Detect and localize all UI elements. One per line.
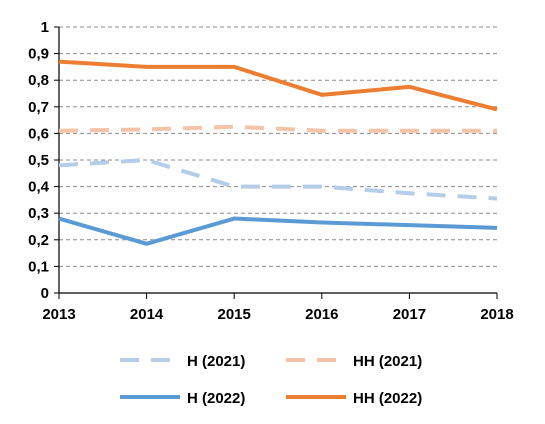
y-tick-labels: 0 0,1 0,2 0,3 0,4 0,5 0,6 0,7 0,8 0,9 1 [28, 19, 50, 302]
y-tick-label: 0,7 [28, 99, 49, 116]
series-line-h-2022 [58, 216, 498, 246]
x-tick-label: 2014 [130, 306, 164, 323]
x-tick-labels: 2013 2014 2015 2016 2017 2018 [42, 306, 513, 323]
legend-item-hh-2021: HH (2021) [286, 353, 422, 370]
legend-item-hh-2022: HH (2022) [286, 390, 422, 407]
y-tick-label: 0,2 [28, 232, 49, 249]
axes [54, 26, 498, 299]
x-tick-label: 2015 [218, 306, 251, 323]
series-lines [58, 59, 498, 246]
legend-label-hh-2021: HH (2021) [353, 353, 422, 370]
y-tick-label: 0,8 [28, 72, 49, 89]
legend-item-h-2022: H (2022) [120, 390, 245, 407]
y-tick-label: 0,4 [28, 179, 50, 196]
y-tick-label: 0,6 [28, 125, 49, 142]
series-line-hh-2021 [58, 124, 497, 133]
legend-label-h-2021: H (2021) [187, 353, 245, 370]
gridlines [59, 26, 497, 267]
y-tick-label: 1 [41, 19, 49, 36]
legend-label-hh-2022: HH (2022) [353, 390, 422, 407]
y-tick-label: 0,3 [28, 205, 49, 222]
x-tick-label: 2018 [480, 306, 513, 323]
legend-label-h-2022: H (2022) [187, 390, 245, 407]
legend: H (2021) HH (2021) H (2022) HH (2022) [120, 353, 422, 407]
y-tick-label: 0,1 [28, 258, 49, 275]
series-line-h-2021 [58, 158, 498, 201]
x-tick-label: 2013 [42, 306, 75, 323]
x-tick-label: 2016 [305, 306, 338, 323]
y-tick-label: 0 [41, 285, 49, 302]
x-tick-label: 2017 [393, 306, 426, 323]
series-line-hh-2022 [58, 59, 498, 112]
y-tick-label: 0,5 [28, 152, 49, 169]
legend-item-h-2021: H (2021) [120, 353, 245, 370]
y-tick-label: 0,9 [28, 46, 49, 63]
